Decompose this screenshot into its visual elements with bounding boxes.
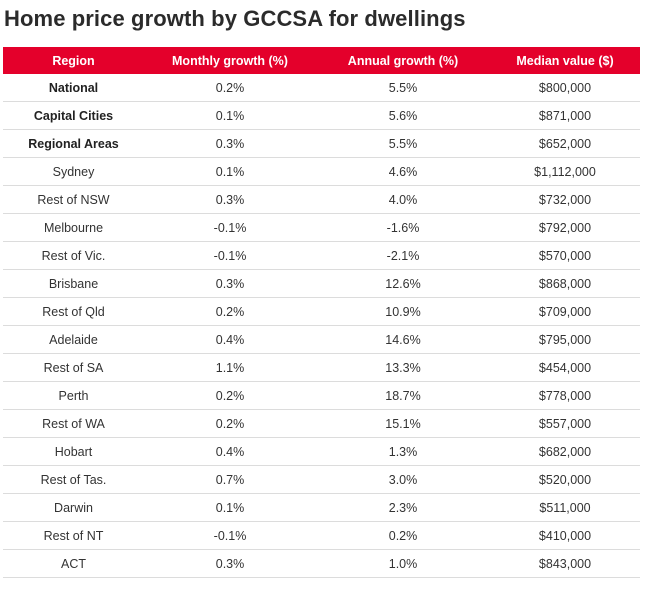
cell-median-value: $868,000 <box>490 269 640 298</box>
cell-annual-growth: 12.6% <box>316 269 490 298</box>
cell-monthly-growth: 0.2% <box>144 381 316 410</box>
table-row: Rest of SA 1.1% 13.3% $454,000 <box>3 353 640 382</box>
cell-annual-growth: 10.9% <box>316 297 490 326</box>
table-row: Capital Cities 0.1% 5.6% $871,000 <box>3 101 640 130</box>
table-row: Regional Areas 0.3% 5.5% $652,000 <box>3 129 640 158</box>
header-monthly-growth: Monthly growth (%) <box>144 47 316 74</box>
cell-region: ACT <box>3 549 144 578</box>
cell-median-value: $557,000 <box>490 409 640 438</box>
table-row: Perth 0.2% 18.7% $778,000 <box>3 381 640 410</box>
cell-monthly-growth: 0.2% <box>144 74 316 102</box>
cell-annual-growth: -1.6% <box>316 213 490 242</box>
cell-median-value: $1,112,000 <box>490 157 640 186</box>
cell-region: Rest of NT <box>3 521 144 550</box>
cell-annual-growth: 15.1% <box>316 409 490 438</box>
cell-region: Regional Areas <box>3 129 144 158</box>
cell-median-value: $570,000 <box>490 241 640 270</box>
table-row: Rest of NSW 0.3% 4.0% $732,000 <box>3 185 640 214</box>
cell-region: Rest of WA <box>3 409 144 438</box>
cell-monthly-growth: 0.1% <box>144 157 316 186</box>
cell-median-value: $871,000 <box>490 101 640 130</box>
cell-annual-growth: 14.6% <box>316 325 490 354</box>
header-median-value: Median value ($) <box>490 47 640 74</box>
cell-region: Hobart <box>3 437 144 466</box>
cell-median-value: $792,000 <box>490 213 640 242</box>
table-row: Darwin 0.1% 2.3% $511,000 <box>3 493 640 522</box>
table-body: National 0.2% 5.5% $800,000 Capital Cities 0.… <box>3 74 640 578</box>
cell-annual-growth: 4.0% <box>316 185 490 214</box>
table-row: Sydney 0.1% 4.6% $1,112,000 <box>3 157 640 186</box>
cell-annual-growth: 13.3% <box>316 353 490 382</box>
cell-monthly-growth: 0.3% <box>144 549 316 578</box>
cell-median-value: $732,000 <box>490 185 640 214</box>
cell-annual-growth: 2.3% <box>316 493 490 522</box>
cell-median-value: $843,000 <box>490 549 640 578</box>
cell-monthly-growth: 0.4% <box>144 325 316 354</box>
cell-monthly-growth: 1.1% <box>144 353 316 382</box>
cell-region: Rest of SA <box>3 353 144 382</box>
cell-annual-growth: -2.1% <box>316 241 490 270</box>
page-title: Home price growth by GCCSA for dwellings <box>4 6 466 31</box>
cell-region: Rest of NSW <box>3 185 144 214</box>
cell-monthly-growth: 0.4% <box>144 437 316 466</box>
cell-median-value: $795,000 <box>490 325 640 354</box>
cell-median-value: $800,000 <box>490 74 640 102</box>
table-row: Rest of NT -0.1% 0.2% $410,000 <box>3 521 640 550</box>
cell-annual-growth: 5.5% <box>316 74 490 102</box>
cell-annual-growth: 1.0% <box>316 549 490 578</box>
cell-region: Rest of Qld <box>3 297 144 326</box>
cell-region: Sydney <box>3 157 144 186</box>
table-row: Melbourne -0.1% -1.6% $792,000 <box>3 213 640 242</box>
header-annual-growth: Annual growth (%) <box>316 47 490 74</box>
cell-annual-growth: 5.6% <box>316 101 490 130</box>
cell-median-value: $778,000 <box>490 381 640 410</box>
table-row: ACT 0.3% 1.0% $843,000 <box>3 549 640 578</box>
cell-region: Perth <box>3 381 144 410</box>
cell-annual-growth: 5.5% <box>316 129 490 158</box>
table-row: Rest of Tas. 0.7% 3.0% $520,000 <box>3 465 640 494</box>
cell-region: National <box>3 74 144 102</box>
cell-region: Rest of Tas. <box>3 465 144 494</box>
cell-region: Adelaide <box>3 325 144 354</box>
table-row: Rest of Qld 0.2% 10.9% $709,000 <box>3 297 640 326</box>
table-header-row: Region Monthly growth (%) Annual growth … <box>3 47 640 74</box>
table-row: Rest of WA 0.2% 15.1% $557,000 <box>3 409 640 438</box>
cell-region: Darwin <box>3 493 144 522</box>
cell-monthly-growth: 0.7% <box>144 465 316 494</box>
cell-monthly-growth: 0.3% <box>144 129 316 158</box>
cell-monthly-growth: 0.2% <box>144 297 316 326</box>
cell-median-value: $709,000 <box>490 297 640 326</box>
cell-annual-growth: 3.0% <box>316 465 490 494</box>
table-row: Adelaide 0.4% 14.6% $795,000 <box>3 325 640 354</box>
home-price-table: Region Monthly growth (%) Annual growth … <box>3 47 640 578</box>
cell-median-value: $511,000 <box>490 493 640 522</box>
table-row: Hobart 0.4% 1.3% $682,000 <box>3 437 640 466</box>
cell-monthly-growth: 0.2% <box>144 409 316 438</box>
cell-monthly-growth: 0.3% <box>144 185 316 214</box>
cell-median-value: $520,000 <box>490 465 640 494</box>
cell-monthly-growth: -0.1% <box>144 213 316 242</box>
cell-region: Capital Cities <box>3 101 144 130</box>
table-row: Rest of Vic. -0.1% -2.1% $570,000 <box>3 241 640 270</box>
cell-monthly-growth: 0.1% <box>144 101 316 130</box>
cell-annual-growth: 18.7% <box>316 381 490 410</box>
table-row: Brisbane 0.3% 12.6% $868,000 <box>3 269 640 298</box>
cell-region: Melbourne <box>3 213 144 242</box>
cell-annual-growth: 1.3% <box>316 437 490 466</box>
cell-region: Brisbane <box>3 269 144 298</box>
cell-region: Rest of Vic. <box>3 241 144 270</box>
cell-median-value: $682,000 <box>490 437 640 466</box>
cell-monthly-growth: 0.3% <box>144 269 316 298</box>
cell-median-value: $652,000 <box>490 129 640 158</box>
cell-monthly-growth: 0.1% <box>144 493 316 522</box>
cell-annual-growth: 0.2% <box>316 521 490 550</box>
header-region: Region <box>3 47 144 74</box>
table-row: National 0.2% 5.5% $800,000 <box>3 74 640 102</box>
cell-median-value: $454,000 <box>490 353 640 382</box>
cell-median-value: $410,000 <box>490 521 640 550</box>
cell-annual-growth: 4.6% <box>316 157 490 186</box>
cell-monthly-growth: -0.1% <box>144 521 316 550</box>
cell-monthly-growth: -0.1% <box>144 241 316 270</box>
